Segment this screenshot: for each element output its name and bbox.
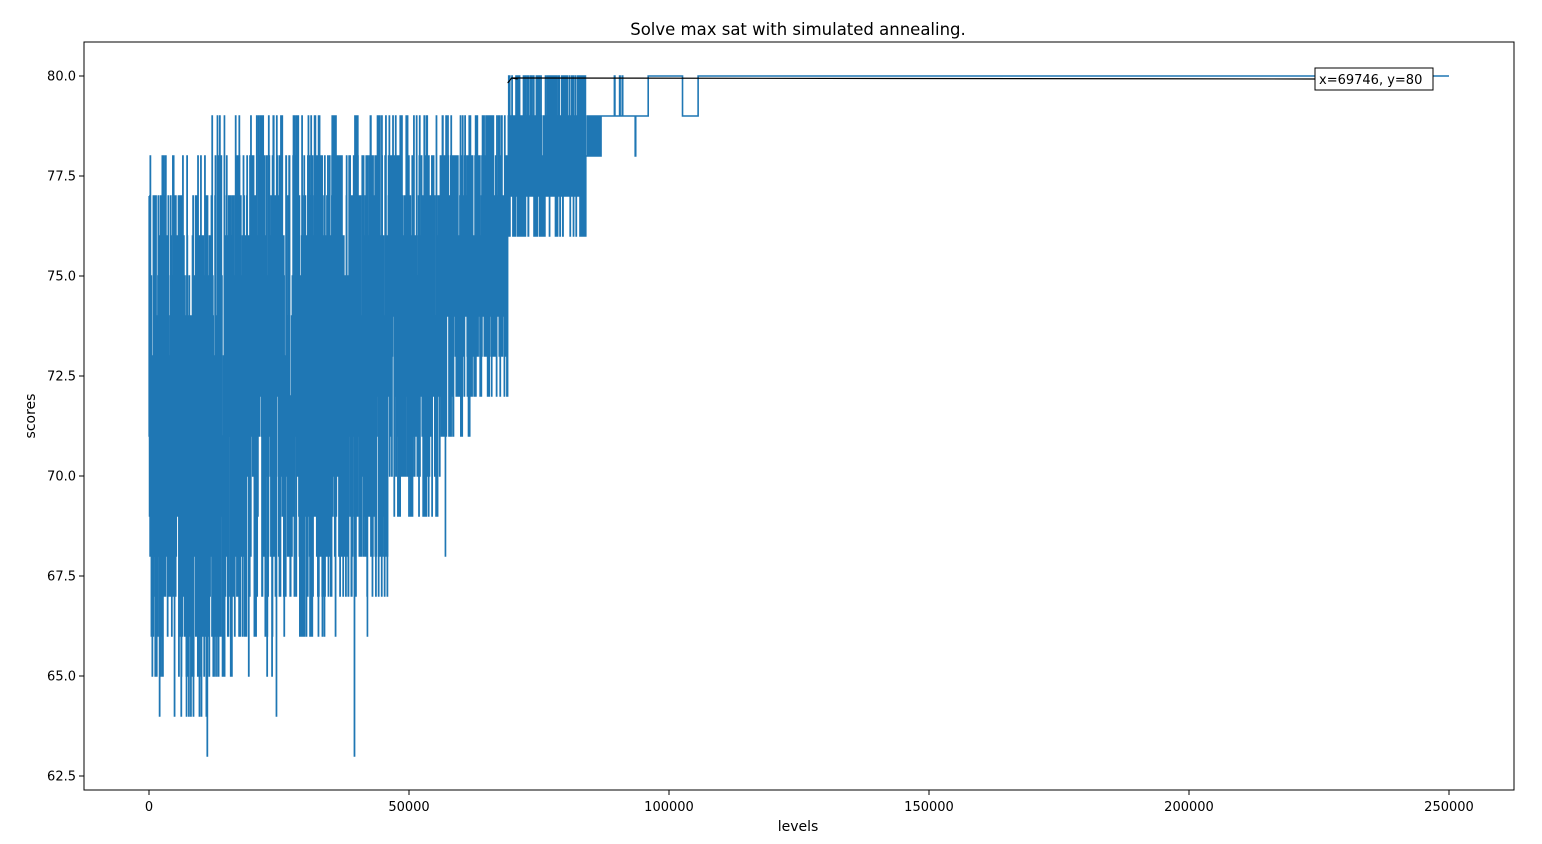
y-tick-label: 77.5 [47, 170, 76, 185]
chart-title: Solve max sat with simulated annealing. [630, 20, 966, 39]
annotation-arrow-line [511, 77, 1316, 80]
y-axis: 62.5 65.0 67.5 70.0 72.5 75.0 77.5 80.0 [47, 70, 84, 785]
x-tick-label: 250000 [1424, 800, 1474, 815]
x-tick-label: 0 [145, 800, 153, 815]
score-series-line [148, 75, 1449, 757]
y-tick-label: 62.5 [47, 770, 76, 785]
y-tick-label: 67.5 [47, 570, 76, 585]
x-tick-label: 50000 [388, 800, 429, 815]
y-tick-label: 75.0 [47, 270, 76, 285]
plot-frame [83, 41, 1515, 791]
x-tick-label: 100000 [644, 800, 694, 815]
y-tick-label: 72.5 [47, 370, 76, 385]
annotation-arrowhead [507, 77, 518, 84]
y-tick-label: 80.0 [47, 70, 76, 85]
y-axis-label: scores [23, 394, 39, 439]
plot-area [148, 75, 1449, 757]
x-axis-label: levels [778, 819, 819, 835]
y-tick-label: 70.0 [47, 470, 76, 485]
y-tick-label: 65.0 [47, 670, 76, 685]
annotation-box [1314, 67, 1434, 91]
x-axis: 0 50000 100000 150000 200000 250000 [145, 790, 1474, 815]
x-tick-label: 200000 [1164, 800, 1214, 815]
x-tick-label: 150000 [904, 800, 954, 815]
annotation: x=69746, y=80 [507, 67, 1434, 91]
annotation-label: x=69746, y=80 [1319, 73, 1422, 88]
